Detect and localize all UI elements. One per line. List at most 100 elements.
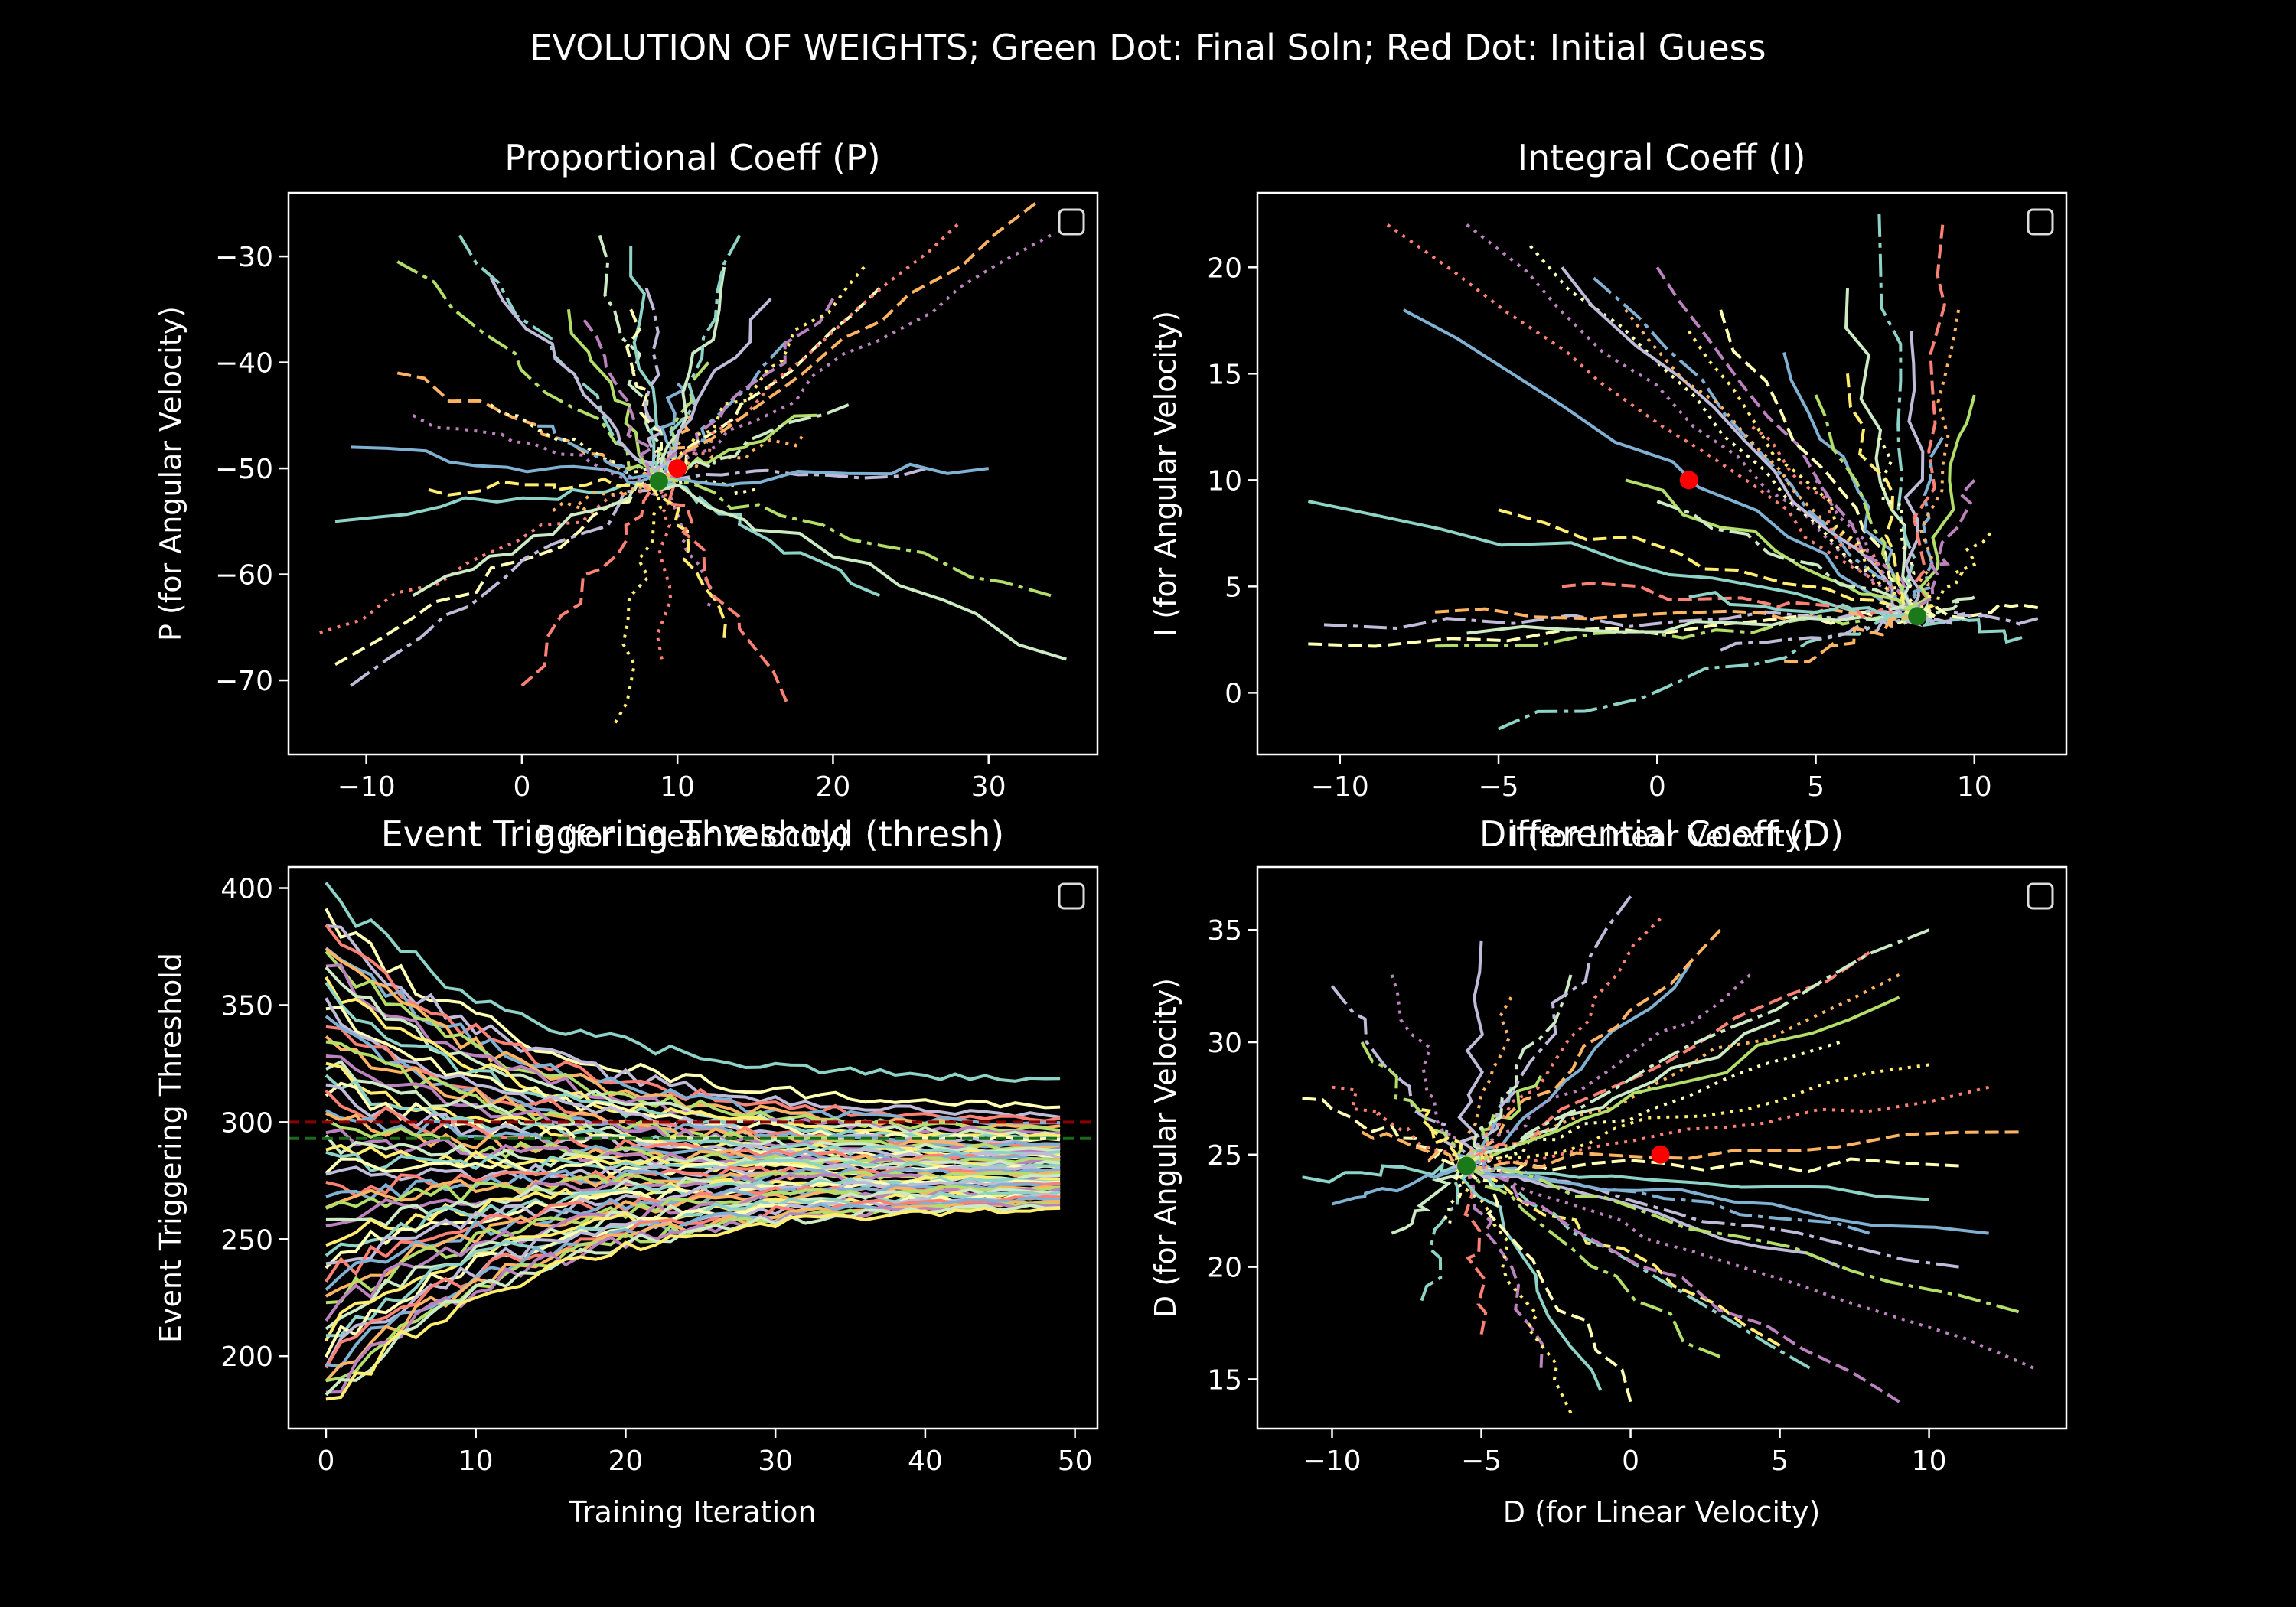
series-line: [552, 480, 671, 513]
y-tick-label: 25: [1207, 1140, 1242, 1172]
series-line: [1453, 940, 1485, 1169]
x-tick-label: 0: [513, 771, 530, 803]
x-tick-label: 0: [1622, 1446, 1639, 1477]
final-solution-marker: [1908, 607, 1927, 626]
series-line: [458, 234, 660, 482]
y-tick-label: 5: [1225, 572, 1242, 603]
x-tick-label: 10: [458, 1446, 494, 1477]
series-line: [1463, 1165, 1781, 1348]
series-line: [1466, 1085, 1990, 1171]
y-tick-label: 250: [220, 1224, 273, 1256]
x-tick-label: 10: [1912, 1446, 1947, 1477]
series-line: [396, 260, 660, 482]
initial-guess-marker: [1651, 1145, 1670, 1164]
series-line: [1465, 928, 1930, 1167]
series-line: [657, 480, 788, 702]
series-line: [1464, 996, 1900, 1166]
y-tick-label: 10: [1207, 465, 1242, 497]
series-line: [325, 1134, 1061, 1169]
series-line: [657, 481, 1067, 661]
xlabel-p: P (for Linear Velocity): [536, 820, 849, 853]
series-line: [614, 475, 663, 724]
series-line: [1624, 308, 1919, 621]
series-line: [334, 476, 660, 667]
xlabel-i: I (for Linear Velocity): [1510, 820, 1814, 853]
x-tick-label: −10: [338, 771, 396, 803]
series-line: [1466, 1164, 2020, 1314]
series-line: [655, 480, 673, 660]
ylabel-d: D (for Angular Velocity): [1149, 978, 1182, 1318]
series-line: [490, 403, 660, 483]
series-line: [653, 467, 927, 487]
panel-title-i: Integral Coeff (I): [1517, 137, 1805, 178]
axes-frame: [1256, 191, 2068, 756]
y-tick-label: 20: [1207, 253, 1242, 284]
series-line: [650, 474, 715, 607]
series-line: [1916, 611, 2039, 626]
series-line: [412, 414, 660, 488]
series-line: [325, 1190, 1061, 1338]
series-line: [1460, 1041, 1841, 1167]
series-line: [1465, 918, 1662, 1172]
y-tick-label: 20: [1207, 1253, 1242, 1284]
series-line: [325, 947, 1061, 1127]
series-line: [1442, 1165, 1473, 1224]
legend-box: [1058, 882, 1085, 910]
series-line: [1466, 1157, 1959, 1175]
y-tick-label: 200: [220, 1341, 273, 1373]
y-tick-label: −50: [215, 454, 273, 485]
series-line: [1462, 895, 1632, 1168]
x-tick-label: 10: [1957, 771, 1992, 803]
series-line: [428, 477, 660, 497]
final-solution-marker: [1457, 1156, 1476, 1175]
axes-frame: [287, 191, 1099, 756]
y-tick-label: −70: [215, 666, 273, 697]
y-tick-label: 0: [1225, 678, 1242, 709]
initial-guess-marker: [1679, 471, 1698, 490]
series-line: [325, 1185, 1061, 1305]
series-line: [325, 1179, 1061, 1266]
x-tick-label: 30: [758, 1446, 793, 1477]
series-line: [1461, 1160, 1841, 1269]
series-line: [351, 445, 660, 485]
panel-title-thresh: Event Triggering Threshold (thresh): [381, 813, 1005, 855]
series-line: [1462, 1165, 1544, 1368]
series-line: [412, 481, 661, 598]
x-tick-label: 0: [317, 1446, 334, 1477]
axes-frame: [287, 865, 1099, 1430]
figure-title: EVOLUTION OF WEIGHTS; Green Dot: Final S…: [530, 27, 1766, 68]
y-tick-label: 15: [1207, 359, 1242, 390]
series-line: [1498, 508, 1919, 618]
series-line: [325, 1203, 1061, 1397]
series-line: [1465, 1063, 1929, 1168]
y-tick-label: −30: [215, 242, 273, 273]
panel-differential: Differential Coeff (D) D (for Linear Vel…: [1149, 813, 2068, 1529]
legend-box: [2027, 208, 2054, 236]
series-line: [325, 908, 1061, 1110]
series-line: [1460, 973, 1751, 1168]
xlabel-d: D (for Linear Velocity): [1503, 1495, 1821, 1529]
legend-box: [2027, 882, 2054, 910]
series-line: [1466, 1164, 1989, 1235]
series-group: [1307, 214, 2039, 731]
series-line: [654, 478, 1052, 598]
series-line: [625, 308, 665, 483]
series-line: [1814, 394, 1919, 618]
final-solution-marker: [649, 471, 668, 491]
series-group: [319, 202, 1067, 724]
panel-title-d: Differential Coeff (D): [1479, 813, 1844, 855]
series-line: [520, 477, 660, 687]
series-line: [1460, 1165, 1603, 1391]
y-tick-label: 30: [1207, 1028, 1242, 1059]
series-line: [1461, 1163, 1632, 1403]
legend-box: [1058, 208, 1085, 236]
series-line: [325, 1187, 1061, 1322]
series-line: [325, 1157, 1061, 1177]
panel-proportional: Proportional Coeff (P) P (for Linear Vel…: [154, 137, 1099, 853]
series-line: [1330, 985, 1473, 1169]
series-line: [319, 479, 660, 634]
series-line: [657, 287, 881, 483]
y-tick-label: 35: [1207, 915, 1242, 947]
